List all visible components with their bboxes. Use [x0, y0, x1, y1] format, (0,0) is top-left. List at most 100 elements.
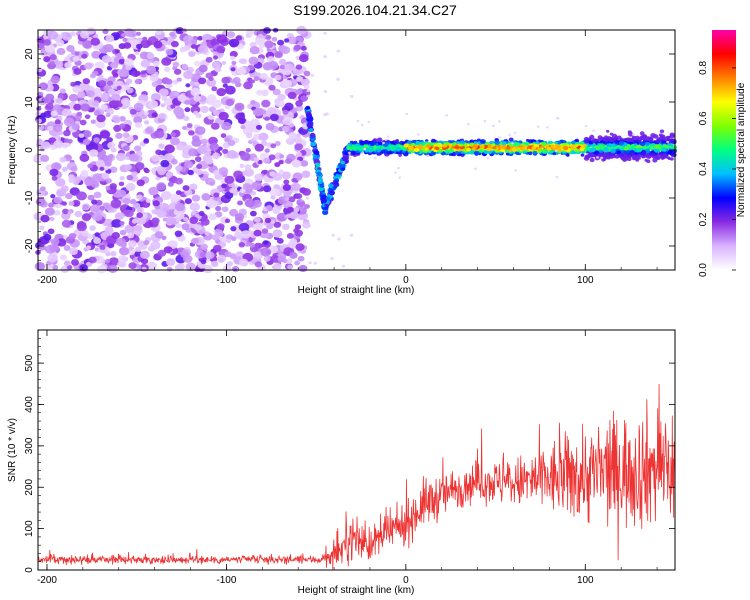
spectrogram-pixel	[204, 231, 210, 236]
spectrogram-pixel	[394, 171, 397, 174]
spectrogram-pixel	[282, 223, 290, 230]
spectrogram-pixel	[98, 80, 107, 87]
spectrogram-pixel	[84, 114, 91, 119]
spectrogram-pixel	[542, 148, 547, 153]
spectrogram-pixel	[505, 152, 510, 156]
spectrogram-pixel	[599, 149, 603, 153]
spectrogram-pixel	[156, 182, 167, 191]
spectrogram-pixel	[114, 212, 125, 221]
spectrogram-pixel	[175, 111, 185, 120]
spectrogram-pixel	[134, 224, 143, 232]
spectrogram-pixel	[618, 141, 625, 146]
spectrogram-pixel	[631, 133, 635, 136]
spectrogram-pixel	[324, 203, 329, 208]
spectrogram-pixel	[252, 108, 264, 117]
spectrogram-pixel	[76, 111, 83, 117]
spectrogram-pixel	[145, 198, 151, 203]
spectrogram-pixel	[213, 244, 222, 252]
spectrogram-pixel	[67, 210, 73, 215]
spectrogram-pixel	[454, 150, 460, 155]
spectrogram-pixel	[82, 138, 91, 146]
spectrogram-pixel	[598, 143, 605, 149]
spectrogram-pixel	[53, 140, 64, 149]
spectrogram-pixel	[617, 150, 621, 154]
spectrogram-pixel	[37, 42, 45, 49]
spectrogram-pixel	[655, 155, 661, 160]
spectrogram-pixel	[144, 168, 150, 174]
spectrogram-pixel	[280, 46, 291, 55]
spectrogram-pixel	[295, 243, 305, 251]
spectrogram-pixel	[359, 140, 365, 146]
spectrogram-pixel	[109, 166, 118, 173]
spectrogram-pixel	[644, 141, 650, 146]
spectrogram-pixel	[234, 231, 243, 239]
spectrogram-pixel	[532, 150, 538, 155]
spectrogram-pixel	[661, 147, 667, 152]
spectrogram-pixel	[43, 56, 51, 63]
spectrogram-pixel	[562, 146, 567, 151]
spectrogram-pixel	[310, 141, 317, 147]
spectrogram-pixel	[50, 75, 60, 84]
spectrogram-pixel	[610, 138, 615, 142]
spectrogram-pixel	[382, 141, 385, 145]
spectrogram-pixel	[218, 167, 229, 176]
spectrogram-pixel	[126, 174, 134, 181]
spectrogram-pixel	[127, 232, 135, 239]
spectrogram-pixel	[236, 66, 247, 75]
spectrogram-pixel	[623, 146, 629, 151]
spectrogram-pixel	[285, 158, 292, 165]
spectrogram-pixel	[263, 255, 271, 262]
spectrogram-pixel	[150, 93, 161, 102]
spectrogram-pixel	[187, 169, 194, 175]
spectrogram-pixel	[588, 153, 595, 158]
spectrogram-pixel	[262, 240, 269, 245]
spectrogram-pixel	[367, 120, 371, 124]
spectrogram-pixel	[492, 146, 497, 150]
spectrogram-pixel	[100, 92, 111, 102]
spectrogram-pixel	[536, 125, 540, 128]
spectrogram-pixel	[191, 237, 199, 245]
spectrogram-pixel	[160, 159, 170, 168]
spectrogram-pixel	[393, 140, 399, 145]
spectrogram-pixel	[218, 111, 229, 121]
spectrogram-pixel	[244, 164, 252, 170]
spectrogram-pixel	[116, 85, 122, 90]
spectrogram-pixel	[194, 224, 202, 231]
spectrogram-pixel	[659, 129, 665, 134]
spectrogram-pixel	[492, 151, 496, 155]
spectrogram-pixel	[279, 64, 286, 70]
spectrogram-pixel	[224, 137, 231, 143]
spectrogram-pixel	[291, 159, 302, 168]
spectrogram-pixel	[471, 147, 476, 151]
spectrogram-pixel	[174, 230, 183, 237]
spectrogram-pixel	[118, 181, 125, 187]
spectrogram-pixel	[250, 100, 256, 105]
spectrogram-pixel	[655, 138, 661, 143]
colorbar: 0.00.20.40.60.8 Normalized spectral ampl…	[698, 30, 747, 277]
spectrogram-pixel	[286, 233, 294, 239]
spectrogram-pixel	[376, 148, 382, 153]
spectrogram-pixel	[458, 153, 463, 157]
spectrogram-pixel	[155, 205, 161, 210]
spectrogram-pixel	[148, 100, 159, 109]
spectrogram-pixel	[221, 121, 232, 131]
spectrogram-pixel	[244, 199, 255, 208]
spectrogram-pixel	[125, 182, 136, 192]
spectrogram-pixel	[221, 76, 230, 84]
spectrogram-pixel	[219, 108, 225, 113]
spectrogram-pixel	[407, 140, 412, 145]
spectrogram-pixel	[71, 199, 81, 207]
spectrogram-pixel	[112, 73, 119, 78]
spectrogram-pixel	[213, 192, 220, 198]
spectrogram-pixel	[377, 137, 383, 143]
spectrogram-pixel	[157, 167, 167, 176]
spectrogram-pixel	[243, 168, 255, 177]
spectrogram-pixel	[298, 264, 308, 273]
spectrogram-pixels	[33, 25, 678, 274]
spectrogram-pixel	[117, 189, 127, 198]
spectrogram-pixel	[268, 84, 276, 91]
spectrogram-pixel	[547, 146, 552, 151]
spectrogram-pixel	[313, 154, 320, 160]
spectrogram-pixel	[259, 73, 268, 80]
